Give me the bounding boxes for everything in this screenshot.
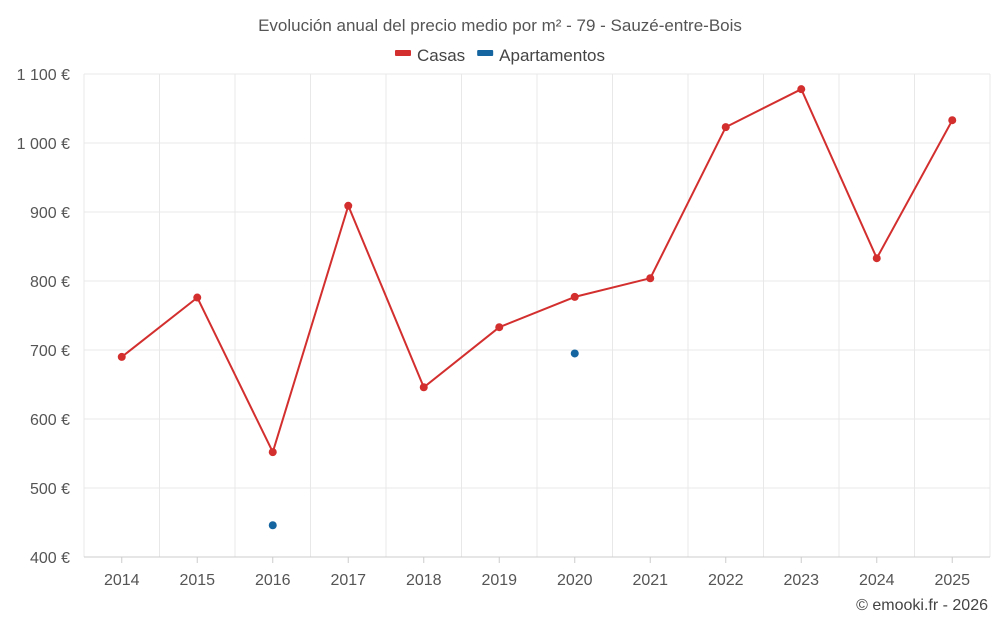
data-point-casas <box>872 254 881 263</box>
data-point-casas <box>646 274 655 283</box>
y-tick-label: 800 € <box>30 274 70 291</box>
data-point-casas <box>948 116 957 125</box>
legend-label: Casas <box>417 46 465 65</box>
axes: 400 € 500 € 600 € 700 € 800 € 900 € 1 000 € 1 1… <box>17 67 990 589</box>
data-point-casas <box>117 352 126 361</box>
y-tick-label: 900 € <box>30 205 70 222</box>
x-tick-label: 2019 <box>481 572 517 589</box>
grid-lines <box>83 73 991 557</box>
data-point-casas <box>419 383 428 392</box>
x-tick-label: 2018 <box>406 572 442 589</box>
data-point-casas <box>495 323 504 332</box>
legend-swatch-casas <box>394 50 411 56</box>
data-point-casas <box>797 85 806 94</box>
y-tick-label: 400 € <box>30 550 70 567</box>
x-tick-label: 2020 <box>557 572 593 589</box>
data-point-casas <box>721 123 730 132</box>
data-point-casas <box>344 201 353 210</box>
data-point-apartamentos <box>570 349 579 358</box>
x-tick-label: 2021 <box>632 572 668 589</box>
legend-label: Apartamentos <box>499 46 605 65</box>
data-point-casas <box>193 293 202 302</box>
x-tick-label: 2017 <box>330 572 366 589</box>
series-layer <box>117 85 957 530</box>
x-tick-label: 2022 <box>708 572 744 589</box>
x-tick-label: 2016 <box>255 572 291 589</box>
x-tick-label: 2025 <box>934 572 970 589</box>
x-tick-label: 2024 <box>859 572 895 589</box>
y-tick-label: 700 € <box>30 343 70 360</box>
chart-title: Evolución anual del precio medio por m² … <box>258 16 742 35</box>
legend-swatch-apartamentos <box>477 50 494 56</box>
y-tick-label: 500 € <box>30 481 70 498</box>
x-tick-label: 2023 <box>783 572 819 589</box>
data-point-apartamentos <box>268 521 277 530</box>
x-tick-label: 2015 <box>179 572 215 589</box>
y-tick-label: 1 000 € <box>17 136 70 153</box>
x-tick-label: 2014 <box>104 572 140 589</box>
data-point-casas <box>570 292 579 301</box>
data-point-casas <box>268 448 277 457</box>
y-tick-label: 1 100 € <box>17 67 70 84</box>
y-tick-label: 600 € <box>30 412 70 429</box>
series-line-casas <box>121 88 954 454</box>
legend: Casas Apartamentos <box>394 46 605 65</box>
credit-text: © emooki.fr - 2026 <box>856 597 988 614</box>
